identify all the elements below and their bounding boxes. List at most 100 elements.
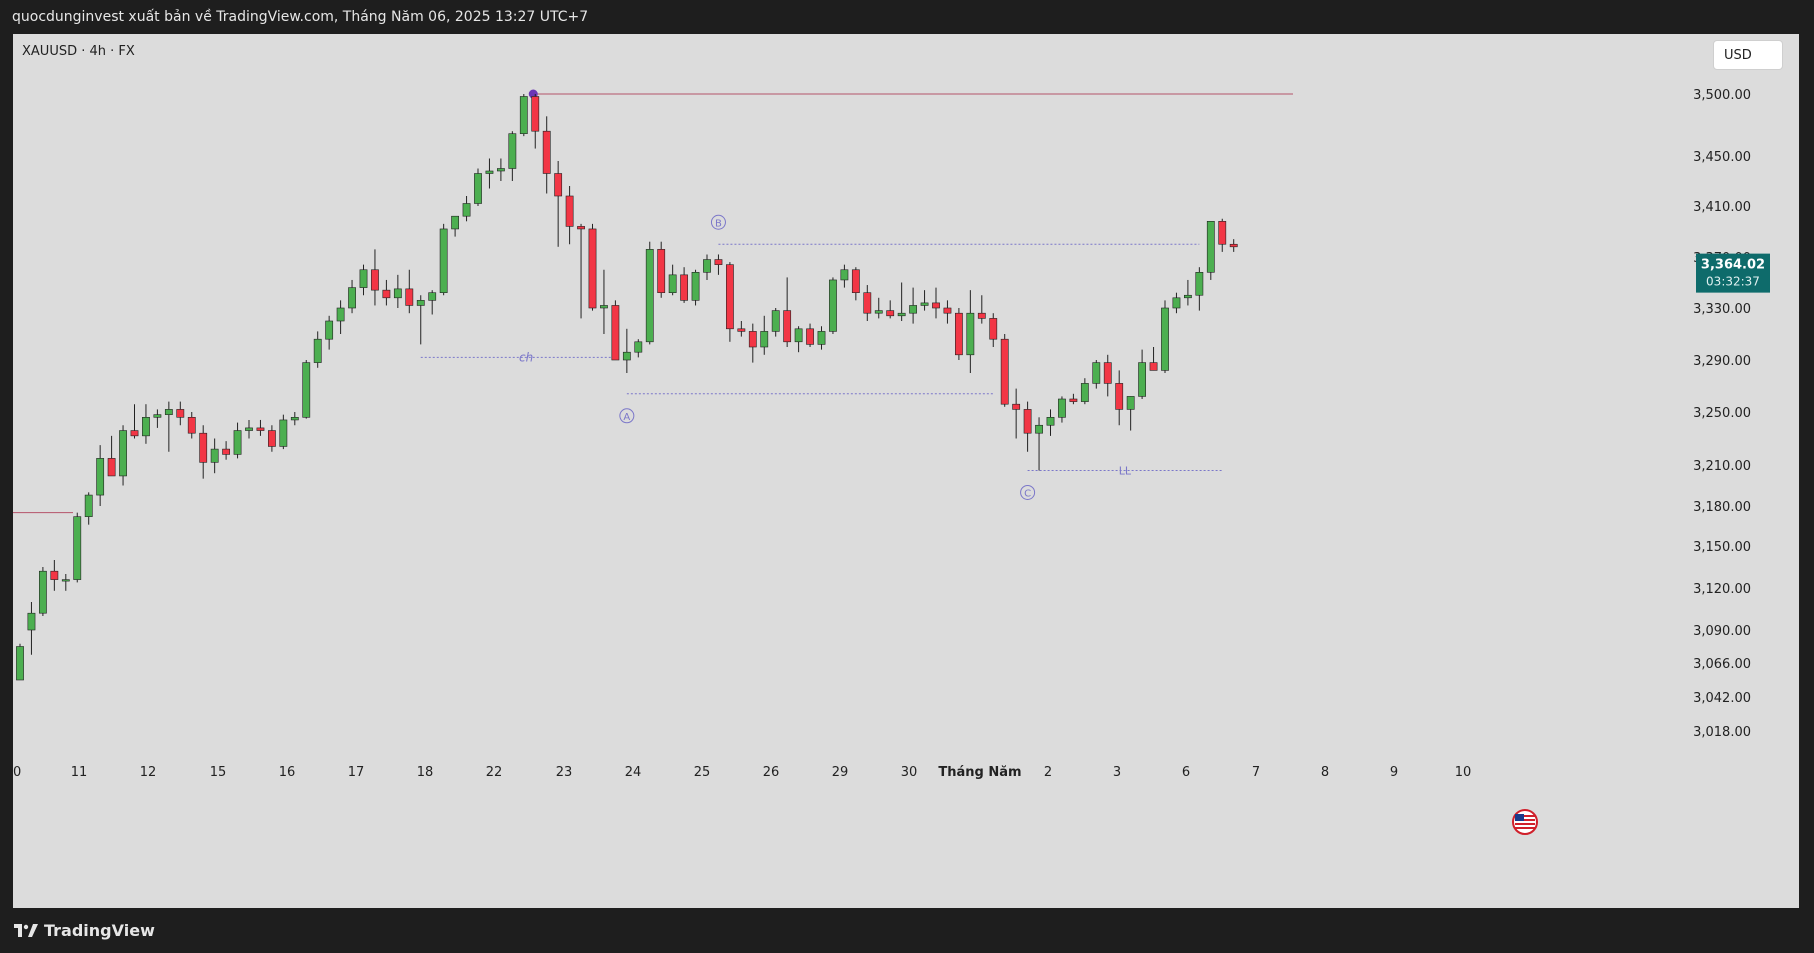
candle-body (863, 292, 872, 314)
candle-down (989, 313, 998, 347)
candle-down (932, 287, 940, 319)
candle-down (783, 277, 792, 347)
candle-body (38, 570, 47, 614)
candle-body (519, 96, 528, 134)
candle-down (554, 161, 563, 247)
time-tick-label: 29 (832, 765, 849, 780)
candle-body (27, 612, 36, 631)
candle-body (302, 362, 311, 418)
annotation-layer: ch A B LL C (13, 89, 1293, 514)
candle-body (1161, 307, 1169, 371)
us-flag-icon-stripe (1515, 823, 1535, 825)
candle-down (371, 249, 379, 306)
candle-up (27, 602, 36, 655)
candle-up (245, 419, 253, 439)
candle-body (1023, 409, 1032, 434)
candle-down (256, 419, 265, 436)
candle-body (393, 288, 402, 299)
candle-down (130, 404, 139, 439)
us-flag-icon-canton (1515, 814, 1524, 821)
candle-body (703, 259, 711, 273)
ch-label: ch (519, 350, 533, 364)
candle-body (966, 312, 975, 356)
us-flag-icon-ring (1512, 809, 1538, 835)
price-tick-label: 3,042.00 (1693, 691, 1751, 706)
candle-body (142, 416, 150, 437)
candle-body (199, 432, 208, 463)
candle-body (794, 328, 803, 343)
publish-line: quocdunginvest xuất bản về TradingView.c… (12, 9, 589, 25)
candle-body (268, 430, 276, 447)
candle-up (210, 438, 219, 474)
candle-up (16, 643, 24, 681)
candle-body (783, 310, 792, 343)
price-tick-label: 3,066.00 (1693, 657, 1751, 672)
candle-body (428, 292, 437, 301)
candle-up (703, 254, 711, 280)
candle-down (176, 401, 185, 426)
wave-a-label: A (623, 412, 630, 423)
candle-up (142, 404, 150, 444)
tradingview-logo[interactable]: TradingView (14, 921, 155, 940)
candle-body (73, 516, 82, 580)
candle-down (107, 435, 116, 477)
candle-up (1138, 349, 1146, 399)
candle-down (863, 285, 872, 321)
price-axis: 3,500.003,450.003,410.003,370.003,330.00… (1693, 88, 1751, 740)
candle-body (1138, 362, 1146, 397)
candle-down (1229, 239, 1238, 252)
candle-body (886, 310, 895, 317)
candle-down (1103, 354, 1112, 397)
candle-body (977, 312, 986, 319)
candle-up (645, 241, 654, 345)
candle-up (794, 326, 803, 353)
candle-body (187, 416, 196, 434)
candle-down (725, 262, 734, 342)
currency-button[interactable]: USD (1713, 40, 1783, 70)
candle-body (279, 419, 288, 447)
time-tick-label: 25 (694, 765, 711, 780)
tradingview-logo-icon (14, 923, 38, 937)
candle-body (508, 133, 517, 169)
price-badge-layer: 3,364.02 03:32:37 (1512, 253, 1770, 835)
candle-body (622, 351, 631, 361)
candle-up (359, 264, 368, 296)
candle-up (508, 131, 517, 181)
candle-body (50, 570, 59, 580)
candle-body (371, 269, 379, 291)
candle-body (1195, 272, 1204, 296)
wave-c-label: C (1024, 488, 1031, 499)
us-flag-icon-stripe (1515, 815, 1535, 817)
candle-down (222, 441, 230, 460)
candle-body (680, 274, 688, 301)
candle-up (302, 360, 311, 419)
candle-up (313, 331, 322, 368)
candle-body (119, 430, 127, 477)
price-tick-label: 3,450.00 (1693, 150, 1751, 165)
candle-up (233, 422, 242, 459)
candle-body (61, 579, 70, 582)
candle-up (428, 290, 437, 315)
candle-body (107, 458, 116, 477)
candle-body (405, 288, 414, 306)
candle-body (932, 302, 940, 309)
candle-body (829, 279, 837, 332)
candle-up (840, 264, 849, 288)
candle-body (233, 430, 242, 455)
candle-up (1046, 409, 1055, 436)
price-tick-label: 3,290.00 (1693, 354, 1751, 369)
footer: TradingView (0, 908, 1814, 953)
wave-b-label: B (715, 218, 722, 229)
candle-body (771, 310, 780, 332)
time-tick-label: 18 (417, 765, 434, 780)
candle-up (153, 409, 162, 428)
candle-body (245, 427, 253, 431)
brand-name: TradingView (44, 921, 155, 940)
candle-down (588, 223, 597, 311)
candle-body (531, 96, 540, 132)
time-tick-label: 9 (1390, 765, 1398, 780)
candle-body (451, 215, 459, 230)
candle-body (897, 312, 906, 317)
